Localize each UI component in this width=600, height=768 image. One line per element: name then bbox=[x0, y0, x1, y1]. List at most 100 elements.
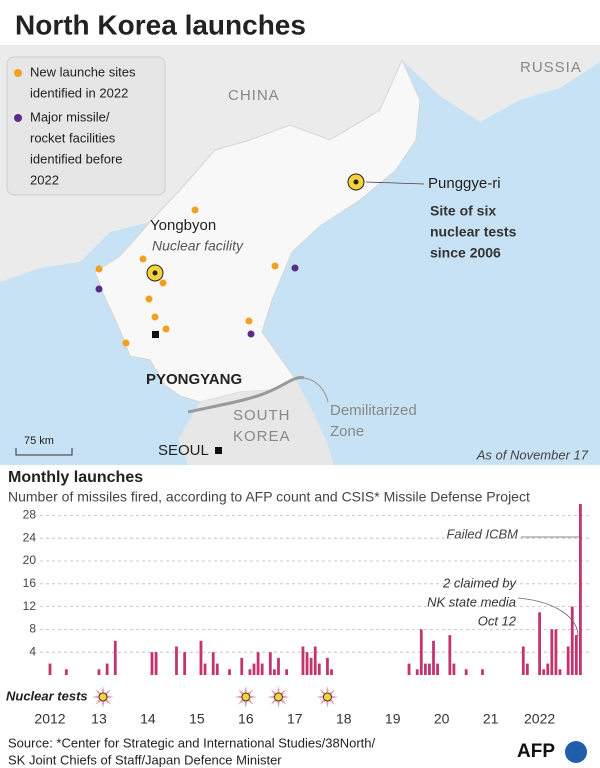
city-marker bbox=[152, 331, 159, 338]
city-marker bbox=[215, 447, 222, 454]
bar bbox=[419, 629, 423, 675]
y-tick-label: 16 bbox=[23, 576, 37, 590]
y-tick-label: 4 bbox=[29, 644, 36, 658]
bar bbox=[203, 663, 207, 675]
leader bbox=[365, 181, 425, 185]
bar bbox=[301, 646, 305, 675]
logo: AFP bbox=[517, 741, 555, 762]
bar bbox=[521, 646, 525, 675]
x-tick-label: 17 bbox=[287, 711, 303, 727]
legend-text: New launche sites bbox=[30, 64, 136, 79]
y-tick-label: 24 bbox=[23, 530, 37, 544]
chart-subtitle: Number of missiles fired, according to A… bbox=[8, 489, 530, 505]
x-tick-label: 16 bbox=[238, 711, 254, 727]
bar bbox=[215, 663, 219, 675]
bar bbox=[317, 663, 321, 675]
bar bbox=[248, 669, 252, 675]
annotation-leader bbox=[517, 597, 579, 637]
bar bbox=[550, 629, 554, 675]
x-tick-label: 19 bbox=[385, 711, 401, 727]
source: Source: *Center for Strategic and Intern… bbox=[8, 735, 375, 750]
bar bbox=[183, 652, 187, 675]
bar bbox=[48, 663, 52, 675]
nuclear-test-core bbox=[323, 692, 332, 702]
bar bbox=[570, 606, 574, 675]
source: SK Joint Chiefs of Staff/Japan Defence M… bbox=[8, 752, 282, 767]
bar bbox=[154, 652, 158, 675]
x-tick-label: 2012 bbox=[34, 711, 65, 727]
bar bbox=[326, 657, 329, 675]
annotation: Failed ICBM bbox=[446, 526, 518, 541]
chart-title: Monthly launches bbox=[8, 469, 143, 486]
bar bbox=[566, 646, 570, 675]
x-tick-label: 13 bbox=[91, 711, 107, 727]
city-label: SEOUL bbox=[158, 442, 209, 459]
y-tick-label: 28 bbox=[23, 508, 37, 522]
bar bbox=[436, 663, 439, 675]
y-tick-label: 20 bbox=[23, 553, 37, 567]
scale-label: 75 km bbox=[24, 435, 54, 447]
bar bbox=[415, 669, 419, 675]
bar bbox=[175, 646, 178, 675]
logo-mark bbox=[565, 741, 587, 763]
bar bbox=[452, 663, 456, 675]
bar bbox=[309, 657, 313, 675]
country-label: RUSSIA bbox=[520, 59, 582, 76]
legend-box bbox=[6, 56, 166, 196]
note: since 2006 bbox=[430, 245, 501, 261]
bar bbox=[252, 663, 256, 675]
bar bbox=[268, 652, 272, 675]
bar bbox=[574, 635, 578, 675]
legend-text: rocket facilities bbox=[30, 130, 116, 145]
nuclear-symbol bbox=[146, 173, 365, 282]
bar bbox=[579, 504, 582, 675]
x-tick-label: 15 bbox=[189, 711, 205, 727]
capital-label: PYONGYANG bbox=[146, 371, 242, 388]
bar bbox=[211, 652, 215, 675]
x-tick-label: 18 bbox=[336, 711, 352, 727]
y-tick-label: 12 bbox=[23, 599, 37, 613]
legend-text: identified before bbox=[30, 151, 123, 166]
bar bbox=[464, 669, 468, 675]
bar bbox=[432, 640, 435, 675]
bar bbox=[558, 669, 562, 675]
x-tick-label: 14 bbox=[140, 711, 156, 727]
legend-dot bbox=[14, 114, 22, 122]
bar bbox=[407, 663, 411, 675]
bar bbox=[285, 669, 289, 675]
bar bbox=[525, 663, 529, 675]
bar bbox=[150, 652, 154, 675]
dmz-label: Zone bbox=[330, 423, 364, 440]
bar bbox=[256, 652, 260, 675]
bar bbox=[105, 663, 109, 675]
place-note: Nuclear facility bbox=[152, 238, 244, 254]
new-sites bbox=[95, 206, 279, 347]
x-tick-label: 20 bbox=[434, 711, 450, 727]
country-label: KOREA bbox=[233, 428, 291, 445]
chart-bg bbox=[0, 465, 600, 733]
legend-text: 2022 bbox=[30, 172, 59, 187]
dmz-line bbox=[187, 375, 305, 414]
x-tick-label: 21 bbox=[483, 711, 499, 727]
place-label: Yongbyon bbox=[150, 217, 216, 234]
nuclear-test-core bbox=[98, 692, 108, 702]
dmz-leader bbox=[303, 377, 329, 403]
bar bbox=[428, 663, 431, 675]
bar bbox=[305, 652, 309, 675]
dmz-label: Demilitarized bbox=[330, 402, 417, 419]
note: Site of six bbox=[430, 203, 496, 219]
annotation: NK state media bbox=[427, 594, 516, 609]
title: North Korea launches bbox=[15, 9, 306, 40]
legend-text: identified in 2022 bbox=[30, 85, 128, 100]
bar bbox=[538, 612, 541, 675]
bar bbox=[97, 669, 101, 675]
nuclear-test-core bbox=[241, 692, 251, 702]
bar bbox=[330, 669, 333, 675]
y-tick-label: 8 bbox=[29, 622, 36, 636]
bar bbox=[542, 669, 546, 675]
bar bbox=[481, 669, 484, 675]
bar bbox=[423, 663, 427, 675]
bar bbox=[240, 657, 244, 675]
bar bbox=[228, 669, 231, 675]
note: nuclear tests bbox=[430, 224, 517, 240]
